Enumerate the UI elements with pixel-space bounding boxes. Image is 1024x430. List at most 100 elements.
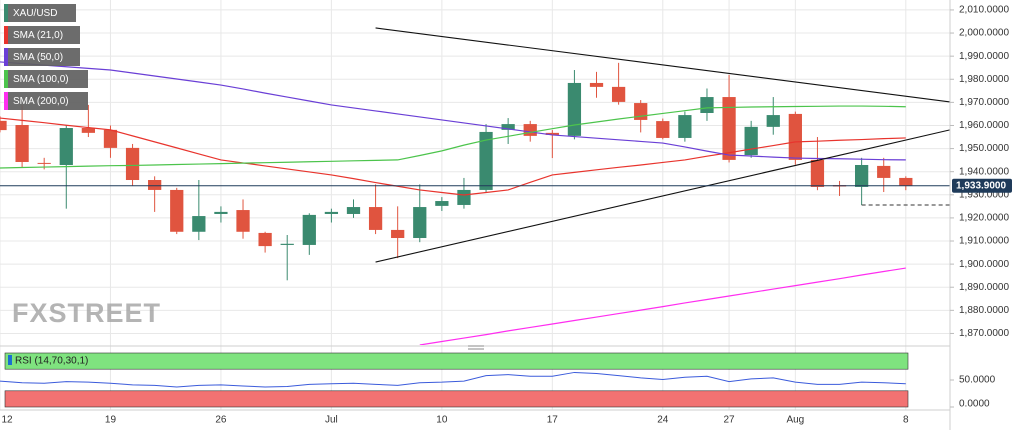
candle-body <box>744 126 758 156</box>
y-tick-label: 2,000.0000 <box>959 28 1009 39</box>
candle-body <box>479 131 493 190</box>
candle-body <box>567 82 582 136</box>
candle-body <box>368 207 383 230</box>
rsi-plot <box>0 352 909 408</box>
legend-box <box>4 48 80 66</box>
candle-body <box>810 159 825 187</box>
legend-box <box>4 70 88 88</box>
legend-swatch <box>4 48 8 66</box>
candle-body <box>0 120 7 131</box>
candle-body <box>324 211 339 214</box>
y-tick-label: 2,010.0000 <box>959 5 1009 16</box>
main-grid <box>0 0 950 410</box>
candle-body <box>788 113 802 160</box>
x-tick-label: 19 <box>105 415 117 426</box>
candle-body <box>899 177 913 186</box>
candle-body <box>501 124 515 130</box>
candle-body <box>877 165 891 178</box>
x-tick-label: Jul <box>325 415 338 426</box>
candle-body <box>722 97 736 160</box>
overlay: 2,010.0000 2,000.0000 1,990.0000 1,980.0000… <box>1 4 1012 426</box>
watermark: FXSTREET <box>12 298 161 328</box>
x-tick-label: 10 <box>436 415 448 426</box>
x-tick-label: 27 <box>724 415 736 426</box>
candle-body <box>192 216 206 232</box>
trendline <box>375 27 950 103</box>
legend-label: SMA (200,0) <box>13 96 69 107</box>
candle-body <box>148 180 162 190</box>
candle-body <box>700 97 714 113</box>
rsi-band <box>4 390 909 408</box>
y-tick-label: 1,960.0000 <box>959 120 1009 131</box>
legend-box <box>4 92 88 110</box>
x-tick-label: 26 <box>215 415 227 426</box>
candle-body <box>766 115 780 127</box>
x-tick-label: 12 <box>1 415 13 426</box>
sma-line <box>0 117 906 196</box>
y-tick-label: 1,890.0000 <box>959 282 1009 293</box>
x-tick-label: 24 <box>657 415 669 426</box>
candle-body <box>170 189 184 232</box>
candle-body <box>545 132 559 135</box>
y-tick-label: 1,870.0000 <box>959 328 1009 339</box>
y-tick-label: 1,880.0000 <box>959 305 1009 316</box>
sma-line <box>419 267 906 345</box>
candle-body <box>59 128 73 165</box>
candle-body <box>37 162 51 164</box>
candle-body <box>656 121 670 138</box>
legend-swatch <box>4 4 8 22</box>
y-tick-label: 1,940.0000 <box>959 166 1009 177</box>
sma-line <box>0 105 906 169</box>
legend-swatch <box>4 70 8 88</box>
rsi-line <box>0 371 906 388</box>
legend-label: SMA (50,0) <box>13 52 63 63</box>
y-tick-label: 0.0000 <box>959 399 990 410</box>
candle-body <box>678 115 692 138</box>
y-tick-label: 1,920.0000 <box>959 213 1009 224</box>
candle-body <box>214 211 228 214</box>
candle-body <box>413 207 427 239</box>
trendline <box>375 129 950 263</box>
y-tick-label: 1,980.0000 <box>959 74 1009 85</box>
y-tick-label: 1,990.0000 <box>959 51 1009 62</box>
legend-label: XAU/USD <box>13 8 57 19</box>
legend-label: RSI (14,70,30,1) <box>15 356 88 367</box>
candle-body <box>611 86 626 102</box>
legend-swatch <box>8 355 12 365</box>
y-tick-label: 1,910.0000 <box>959 236 1009 247</box>
legend-label: SMA (100,0) <box>13 74 69 85</box>
legend-box <box>4 4 76 22</box>
candle-body <box>391 229 405 239</box>
y-tick-label: 1,900.0000 <box>959 259 1009 270</box>
candle-body <box>589 82 604 87</box>
candle-body <box>15 125 29 162</box>
x-tick-label: Aug <box>786 415 804 426</box>
y-tick-label: 50.0000 <box>959 375 996 386</box>
legend-swatch <box>4 92 8 110</box>
y-tick-label: 1,930.0000 <box>959 189 1009 200</box>
candle-body <box>280 243 294 245</box>
sma-line <box>0 61 906 161</box>
y-tick-label: 1,970.0000 <box>959 97 1009 108</box>
candle-body <box>523 124 537 136</box>
candle-body <box>236 210 250 232</box>
candle-body <box>125 147 140 181</box>
candle-body <box>435 201 449 206</box>
candle-body <box>103 129 118 148</box>
candle-body <box>346 207 361 214</box>
candle-body <box>302 214 316 245</box>
y-tick-label: 1,950.0000 <box>959 143 1009 154</box>
legend-label: SMA (21,0) <box>13 30 63 41</box>
last-price-label: 1,933.9000 <box>956 180 1006 191</box>
legend-swatch <box>4 26 8 44</box>
candle-body <box>457 189 471 205</box>
last-price-box <box>952 178 1012 193</box>
main-plot <box>0 27 950 345</box>
x-tick-label: 8 <box>903 415 909 426</box>
legend-box <box>4 26 80 44</box>
candle-body <box>258 232 272 247</box>
rsi-band <box>4 352 909 370</box>
candle-body <box>81 128 95 133</box>
candle-body <box>855 164 869 187</box>
